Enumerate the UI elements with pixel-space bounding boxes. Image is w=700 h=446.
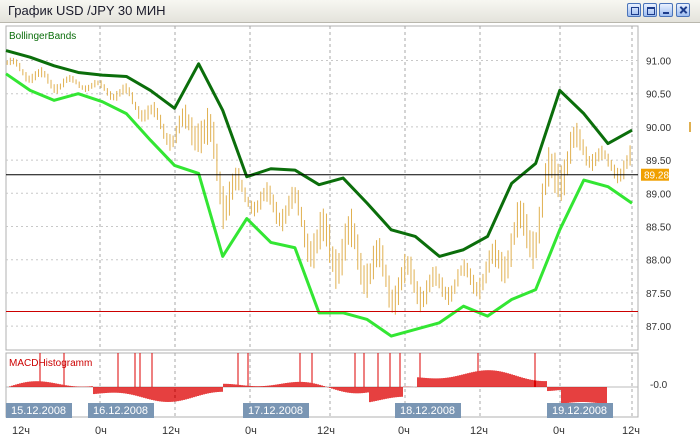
current-price-badge [641, 168, 669, 181]
time-label: 0ч [245, 425, 257, 437]
window-titlebar: График USD /JPY 30 МИН [0, 0, 700, 23]
time-label: 12ч [470, 425, 488, 437]
chart-area[interactable]: 91.00 90.50 90.00 89.50 89.00 88.50 88.00 87.50… [0, 22, 700, 446]
time-label: 12ч [12, 425, 30, 437]
time-label: 12ч [622, 425, 640, 437]
macd-label: MACDHistogramm [9, 358, 92, 369]
date-label: 19.12.2008 [552, 405, 607, 417]
price-tick: 89.00 [646, 189, 671, 200]
macd-histogram [6, 353, 638, 405]
price-tick: 89.50 [646, 156, 671, 167]
price-tick: 87.00 [646, 322, 671, 333]
price-panel [5, 25, 639, 351]
price-tick: 88.50 [646, 223, 671, 234]
time-axis [0, 420, 700, 446]
date-label-box [243, 403, 309, 418]
date-label-box [547, 403, 613, 418]
date-label: 16.12.2008 [93, 405, 148, 417]
lower-band-line [5, 72, 633, 338]
date-label: 17.12.2008 [248, 405, 303, 417]
price-tick: 88.00 [646, 256, 671, 267]
time-label: 0ч [95, 425, 107, 437]
time-labels: 12ч 0ч 12ч 0ч 12ч 0ч 12ч 0ч 12ч [12, 425, 640, 437]
current-price-label: 89.28 [644, 171, 669, 182]
macd-zero-label: -0.0 [650, 380, 668, 391]
date-label-box [6, 403, 72, 418]
time-label: 0ч [553, 425, 565, 437]
time-label: 12ч [317, 425, 335, 437]
close-button[interactable] [676, 3, 690, 17]
date-label: 15.12.2008 [11, 405, 66, 417]
maximize-button[interactable] [643, 3, 657, 17]
time-label: 0ч [398, 425, 410, 437]
price-tick: 90.00 [646, 123, 671, 134]
grid [6, 26, 638, 417]
price-axis: 91.00 90.50 90.00 89.50 89.00 88.50 88.00 87.50… [646, 57, 671, 334]
date-label: 18.12.2008 [400, 405, 455, 417]
price-tick: 90.50 [646, 90, 671, 101]
upper-band-line [5, 49, 633, 258]
date-label-box [88, 403, 154, 418]
bollinger-label: BollingerBands [9, 31, 76, 42]
restore-button[interactable] [627, 3, 641, 17]
time-label: 12ч [162, 425, 180, 437]
price-tick: 87.50 [646, 289, 671, 300]
price-tick: 91.00 [646, 57, 671, 68]
minimize-button[interactable] [659, 3, 673, 17]
window-title: График USD /JPY 30 МИН [8, 3, 166, 18]
date-labels: 15.12.2008 16.12.2008 17.12.2008 18.12.2008… [6, 403, 613, 418]
price-bars [6, 57, 631, 315]
scroll-marker [689, 122, 691, 132]
date-label-box [395, 403, 461, 418]
